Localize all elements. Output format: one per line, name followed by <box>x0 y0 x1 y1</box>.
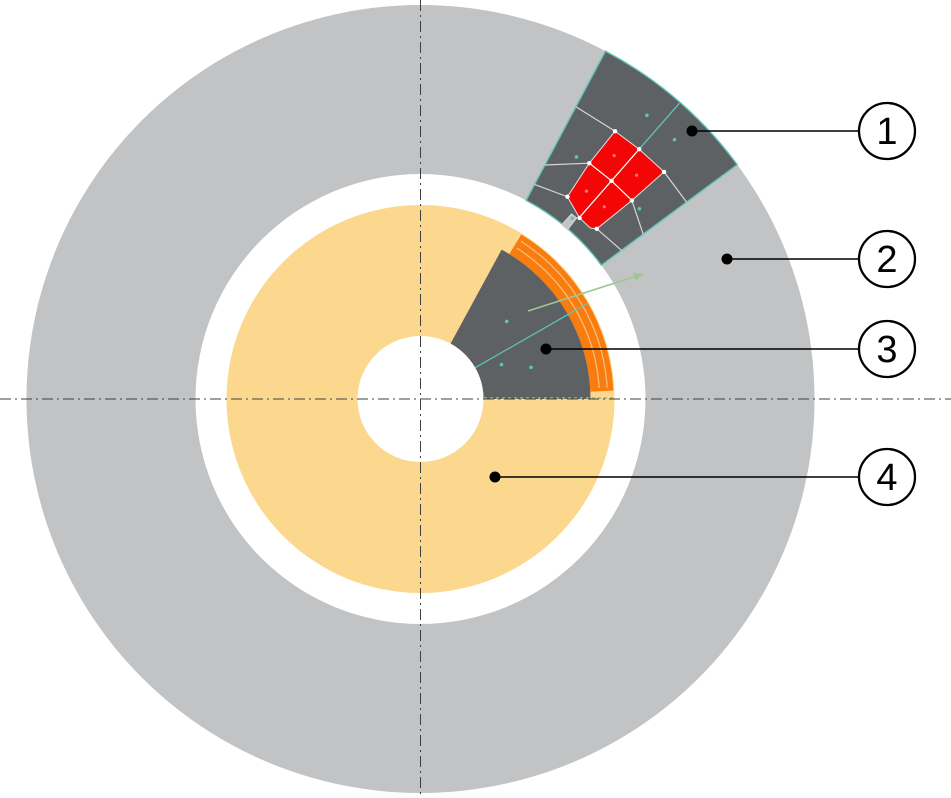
magnet-lamina-line <box>516 247 600 389</box>
callout-4: 4 <box>489 447 917 507</box>
magnet-lamina-line <box>520 240 608 388</box>
coil-cell-dot <box>602 205 606 209</box>
mesh-vertex-dot <box>499 362 504 367</box>
mesh-node-dot <box>661 169 667 175</box>
mesh-node-dot <box>609 178 614 183</box>
leader-dot <box>721 253 733 265</box>
mesh-line <box>631 200 644 235</box>
callout-label: 4 <box>876 457 897 499</box>
magnet-arc <box>509 234 614 392</box>
coil-cell-dot <box>612 154 616 158</box>
mesh-node-dot <box>594 226 599 232</box>
callout-2: 2 <box>721 229 917 289</box>
coil-cell-dot <box>584 189 589 193</box>
mesh-node-dot <box>629 198 635 203</box>
callout-3: 3 <box>540 319 917 379</box>
callout-label: 1 <box>876 111 897 153</box>
coil-cell-dot <box>634 173 639 177</box>
mesh-line <box>663 171 688 203</box>
mesh-node-dot <box>612 129 618 134</box>
mesh-vertex-dot <box>504 319 509 324</box>
flux-direction-arrow <box>527 273 644 312</box>
callout-bubble <box>857 447 917 507</box>
mesh-vertex-dot <box>574 155 579 159</box>
coil-divider-line <box>578 148 640 219</box>
cross-section-layers <box>26 5 815 793</box>
mesh-node-dot <box>587 161 592 166</box>
mesh-node-dot <box>636 146 642 152</box>
mesh-vertex-dot <box>645 113 649 118</box>
mesh-node-dot <box>577 215 582 221</box>
callout-bubble <box>857 229 917 289</box>
rotor-axis-teal-line <box>474 303 588 369</box>
callout-bubble <box>857 101 917 161</box>
mesh-line <box>575 106 616 132</box>
mesh-vertex-dot <box>637 206 642 211</box>
mesh-line <box>596 228 622 251</box>
flux-arrow-head <box>633 272 643 281</box>
leader-dot <box>540 343 552 355</box>
callout-label: 3 <box>876 329 897 371</box>
callouts: 1 2 3 4 <box>489 101 917 507</box>
leader-dot <box>686 125 698 137</box>
callout-1: 1 <box>686 101 917 161</box>
mesh-line <box>544 162 590 166</box>
slot-mid-teal-line <box>639 102 680 149</box>
mesh-vertex-dot <box>672 137 677 142</box>
callout-bubble <box>857 319 917 379</box>
mesh-vertex-dot <box>570 216 574 221</box>
mesh-line <box>534 183 568 198</box>
mesh-vertex-dot <box>529 365 533 370</box>
callout-label: 2 <box>876 239 897 281</box>
leader-dot <box>489 471 501 483</box>
mesh-node-dot <box>565 194 570 199</box>
